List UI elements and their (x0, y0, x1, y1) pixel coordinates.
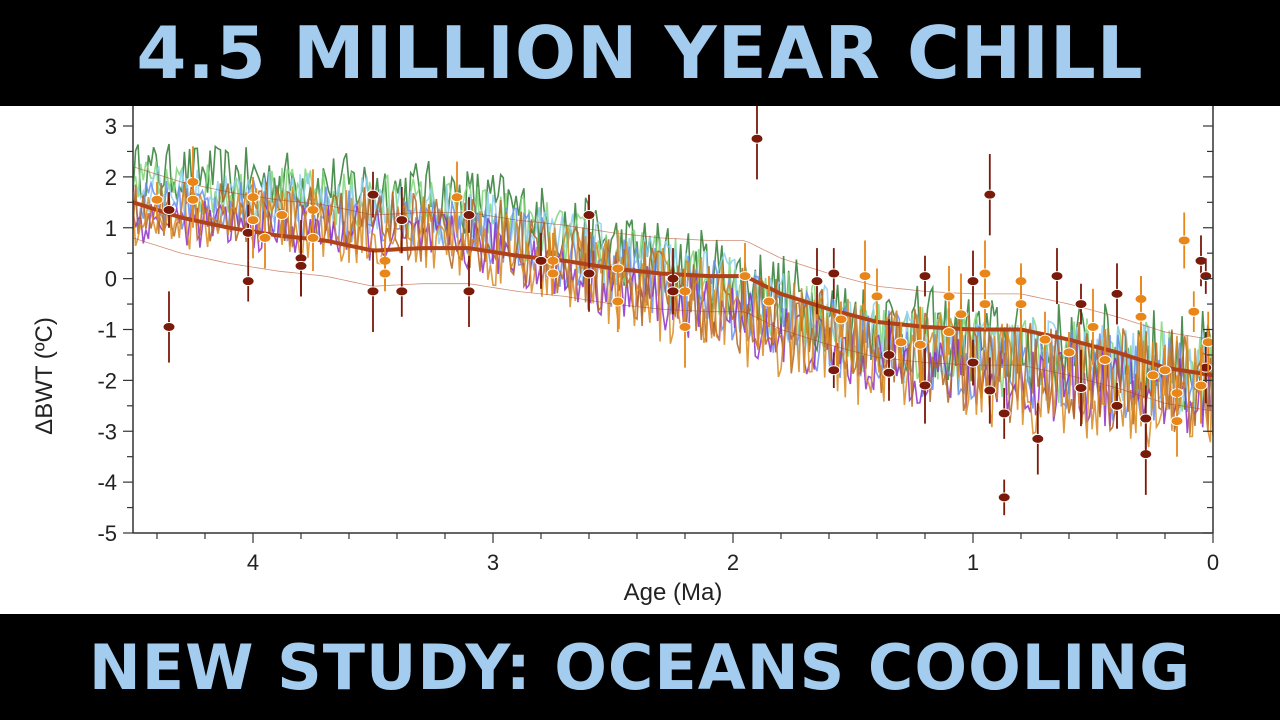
dark-data-point (827, 268, 841, 279)
left-margin-mask (0, 106, 133, 614)
axes-layer: 3 2 1 0 -1 -2 -3 -4 -5 4 3 2 1 0 (0, 106, 1280, 614)
orange-data-point (834, 314, 848, 325)
dark-data-point (582, 268, 596, 279)
orange-data-point (942, 327, 956, 338)
y-tick-label: -1 (97, 318, 117, 343)
dark-data-point (827, 365, 841, 376)
orange-data-point (942, 291, 956, 302)
bottom-water-temperature-chart: 3 2 1 0 -1 -2 -3 -4 -5 4 3 2 1 0 ΔBWT (ºC) Age (Ma) (0, 106, 1280, 614)
x-tick-label: 2 (727, 550, 739, 575)
orange-data-point (1146, 370, 1160, 381)
bottom-title-banner: NEW STUDY: OCEANS COOLING (0, 614, 1280, 720)
orange-data-point (258, 232, 272, 243)
dark-data-point (1139, 413, 1153, 424)
x-tick-label: 0 (1207, 550, 1219, 575)
orange-data-point (858, 271, 872, 282)
orange-data-point (1158, 365, 1172, 376)
orange-data-point (150, 194, 164, 205)
dark-data-point (666, 286, 680, 297)
orange-data-point (1187, 306, 1201, 317)
dark-data-point (241, 276, 255, 287)
orange-data-point (894, 337, 908, 348)
dark-data-point (1074, 299, 1088, 310)
dark-data-point (1050, 271, 1064, 282)
orange-data-point (738, 271, 752, 282)
orange-data-point (1194, 380, 1208, 391)
orange-data-point (978, 299, 992, 310)
orange-data-point (1134, 311, 1148, 322)
dark-data-point (162, 321, 176, 332)
dark-data-point (534, 255, 548, 266)
dark-data-point (1110, 400, 1124, 411)
dark-data-point (1031, 433, 1045, 444)
dark-data-point (997, 408, 1011, 419)
x-axis-title: Age (Ma) (624, 579, 723, 606)
orange-data-point (978, 268, 992, 279)
orange-data-point (306, 232, 320, 243)
x-tick-label: 1 (967, 550, 979, 575)
dark-data-point (366, 189, 380, 200)
dark-data-point (997, 492, 1011, 503)
dark-data-point (582, 210, 596, 221)
dark-data-point (1199, 271, 1213, 282)
y-tick-label: -3 (97, 419, 117, 444)
top-title-text: 4.5 MILLION YEAR CHILL (136, 11, 1144, 95)
orange-data-point (450, 192, 464, 203)
dark-data-point (395, 286, 409, 297)
orange-data-point (378, 268, 392, 279)
x-tick-label: 4 (247, 550, 259, 575)
orange-data-point (913, 339, 927, 350)
bottom-title-text: NEW STUDY: OCEANS COOLING (88, 630, 1192, 704)
orange-data-point (186, 194, 200, 205)
bottom-margin-mask (133, 533, 1213, 614)
orange-data-point (678, 321, 692, 332)
dark-data-point (241, 227, 255, 238)
orange-data-point (1177, 235, 1191, 246)
dark-data-point (462, 210, 476, 221)
x-tick-label: 3 (487, 550, 499, 575)
orange-data-point (1098, 355, 1112, 366)
y-tick-label: -5 (97, 521, 117, 546)
y-tick-label: 1 (105, 216, 117, 241)
orange-data-point (870, 291, 884, 302)
dark-data-point (462, 286, 476, 297)
dark-data-point (966, 357, 980, 368)
dark-data-point (162, 204, 176, 215)
dark-data-point (918, 271, 932, 282)
orange-data-point (1086, 321, 1100, 332)
y-tick-label: 2 (105, 165, 117, 190)
dark-data-point (918, 380, 932, 391)
orange-data-point (954, 309, 968, 320)
dark-data-point (966, 276, 980, 287)
dark-data-point (882, 367, 896, 378)
orange-data-point (1014, 299, 1028, 310)
dark-data-point (810, 276, 824, 287)
dark-data-point (294, 260, 308, 271)
dark-data-point (983, 385, 997, 396)
top-title-banner: 4.5 MILLION YEAR CHILL (0, 0, 1280, 106)
orange-data-point (1170, 416, 1184, 427)
dark-data-point (395, 215, 409, 226)
y-tick-label: 0 (105, 267, 117, 292)
data-points-layer (150, 106, 1215, 516)
dark-data-point (1194, 255, 1208, 266)
orange-data-point (275, 210, 289, 221)
orange-data-point (246, 215, 260, 226)
right-margin-mask (1213, 106, 1280, 614)
dark-data-point (750, 133, 764, 144)
orange-data-point (611, 296, 625, 307)
dark-data-point (366, 286, 380, 297)
y-axis-title: ΔBWT (ºC) (31, 317, 58, 435)
orange-data-point (762, 296, 776, 307)
y-tick-label: 3 (105, 114, 117, 139)
dark-data-point (1110, 288, 1124, 299)
orange-data-point (1038, 334, 1052, 345)
orange-data-point (1062, 347, 1076, 358)
orange-data-point (546, 268, 560, 279)
dark-data-point (983, 189, 997, 200)
y-tick-label: -2 (97, 368, 117, 393)
dark-data-point (1074, 383, 1088, 394)
y-tick-label: -4 (97, 470, 117, 495)
